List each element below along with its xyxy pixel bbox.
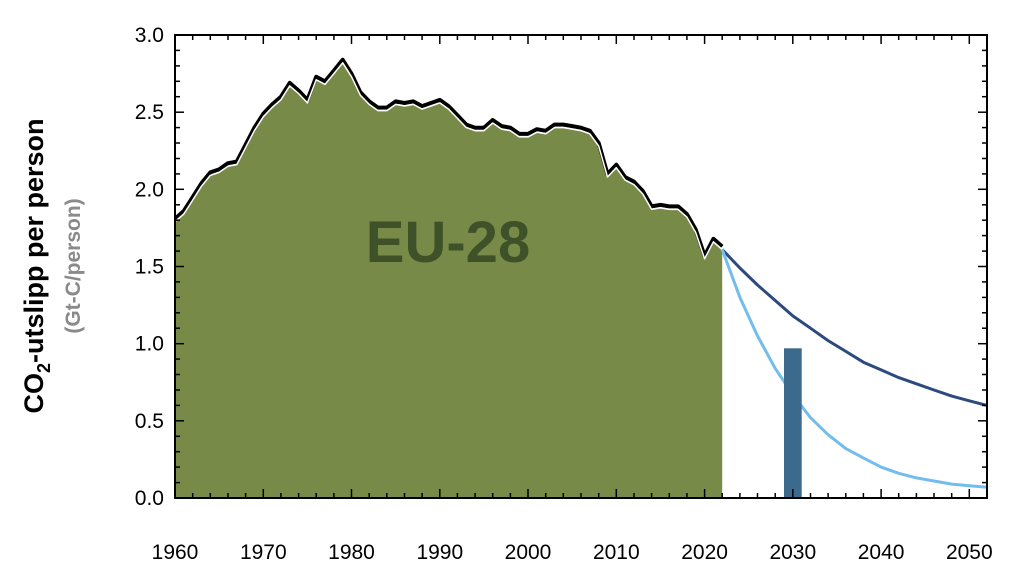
y-axis-units: (Gt-C/person) [62,198,85,333]
y-tick-label: 0.5 [135,410,164,433]
y-tick-label: 3.0 [135,24,164,47]
x-tick-label: 2040 [858,541,905,564]
y-axis-label: CO2-utslipp per person [19,118,54,413]
y-axis-units-label: (Gt-C/person) [62,198,85,333]
bar-2030 [784,348,802,498]
plot-area [173,57,988,499]
x-tick-label: 1960 [152,541,199,564]
region-label: EU-28 [366,210,530,275]
slow-decline-line [721,248,988,407]
historical-line [173,57,724,258]
x-tick-label: 1970 [240,541,287,564]
x-tick-label: 2020 [681,541,728,564]
y-tick-label: 1.5 [135,256,164,279]
x-tick-label: 2010 [593,541,640,564]
y-tick-label: 2.0 [135,178,164,201]
y-tick-label: 2.5 [135,101,164,124]
x-tick-label: 2050 [946,541,993,564]
axes: 1960 1970 1980 1990 2000 2010 2020 2030 2040 2050… [135,24,993,564]
fast-decline-line [720,248,988,489]
y-axis-title: CO2-utslipp per person [19,118,54,413]
historical-area [175,62,723,499]
y-tick-label: 0.0 [135,487,164,510]
x-tick-label: 1980 [328,541,375,564]
y-tick-label: 1.0 [135,333,164,356]
x-tick-label: 2000 [505,541,552,564]
x-tick-label: 1990 [416,541,463,564]
historical-edge [174,62,723,260]
x-tick-label: 2030 [769,541,816,564]
